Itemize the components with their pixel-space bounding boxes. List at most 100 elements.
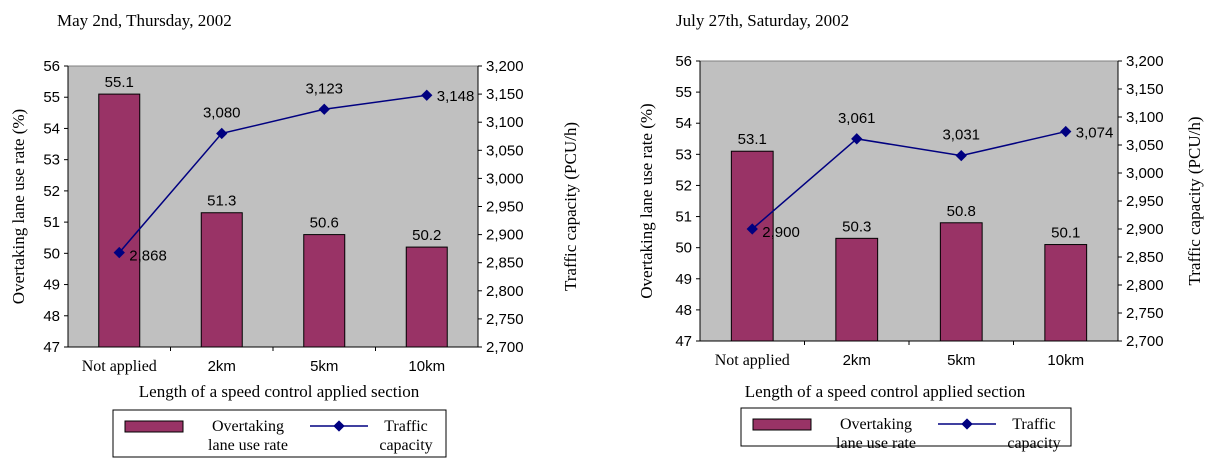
bar-data-label: 50.6 xyxy=(310,215,339,232)
y-tick-label: 53 xyxy=(43,152,60,169)
line-marker xyxy=(851,133,863,145)
x-axis-title: Length of a speed control applied sectio… xyxy=(139,382,420,401)
y2-tick-label: 2,900 xyxy=(1126,221,1164,238)
y-tick-label: 47 xyxy=(43,339,60,356)
bar xyxy=(303,234,346,348)
y2-tick-label: 2,900 xyxy=(486,227,524,244)
bar-data-label: 50.1 xyxy=(1051,225,1080,242)
legend-bar-swatch xyxy=(752,418,812,431)
y-tick-label: 49 xyxy=(675,271,692,288)
x-tick-label: Not applied xyxy=(715,352,790,369)
y2-tick-label: 3,200 xyxy=(1126,53,1164,70)
y2-tick-label: 2,800 xyxy=(1126,277,1164,294)
capacity-line xyxy=(751,130,1066,230)
x-axis-title: Length of a speed control applied sectio… xyxy=(745,382,1026,401)
legend-label: lane use rate xyxy=(208,437,288,454)
legend-box xyxy=(112,409,447,458)
y2-tick-label: 2,750 xyxy=(486,311,524,328)
bar-data-label: 55.1 xyxy=(105,74,134,91)
y-tick-label: 52 xyxy=(43,183,60,200)
y-tick-label: 52 xyxy=(675,177,692,194)
line-data-label: 3,123 xyxy=(305,80,343,97)
bar xyxy=(405,246,448,348)
y-tick-label: 54 xyxy=(43,120,60,137)
y-tick-label: 47 xyxy=(675,333,692,350)
y-tick-label: 56 xyxy=(43,58,60,75)
legend-label: capacity xyxy=(379,437,432,454)
legend-label: Overtaking xyxy=(212,418,284,435)
y-tick-label: 53 xyxy=(675,146,692,163)
chart-panel-1: May 2nd, Thursday, 2002 47 48 49 50 51 52 53 54 5… xyxy=(9,11,580,458)
bar-data-label: 50.8 xyxy=(947,203,976,220)
y2-tick-label: 2,950 xyxy=(486,199,524,216)
bar-data-label: 50.3 xyxy=(842,218,871,235)
line-data-label: 2,900 xyxy=(762,224,800,241)
x-tick-label: 5km xyxy=(947,352,975,369)
y2-tick-label: 3,150 xyxy=(486,86,524,103)
y2-tick-label: 2,700 xyxy=(486,339,524,356)
y2-tick-label: 2,950 xyxy=(1126,193,1164,210)
y2-tick-label: 3,000 xyxy=(486,170,524,187)
legend-label: capacity xyxy=(1007,435,1060,452)
line-marker xyxy=(746,223,758,235)
x-tick-label: 10km xyxy=(1047,352,1084,369)
x-tick-label: 10km xyxy=(408,358,445,375)
y-axis-title: Overtaking lane use rate (%) xyxy=(9,109,28,304)
legend: Overtaking lane use rate Traffic capacity xyxy=(740,407,1072,452)
chart-title: May 2nd, Thursday, 2002 xyxy=(57,11,232,30)
bar xyxy=(98,93,141,348)
y2-tick-label: 3,100 xyxy=(1126,109,1164,126)
y-tick-label: 56 xyxy=(675,53,692,70)
chart-panel-2: July 27th, Saturday, 2002 47 48 49 50 51 52 53 5… xyxy=(637,11,1204,452)
y2-tick-label: 3,050 xyxy=(486,142,524,159)
legend-label: lane use rate xyxy=(836,435,916,452)
x-tick-label: Not applied xyxy=(82,358,157,375)
y-tick-label: 54 xyxy=(675,115,692,132)
y2-tick-label: 3,200 xyxy=(486,58,524,75)
y2-tick-label: 3,100 xyxy=(486,114,524,131)
line-data-label: 3,061 xyxy=(838,110,876,127)
line-data-label: 3,031 xyxy=(942,127,980,144)
bar-data-label: 50.2 xyxy=(412,227,441,244)
x-tick-label: 2km xyxy=(208,358,236,375)
x-tick-label: 2km xyxy=(843,352,871,369)
line-marker xyxy=(216,127,228,140)
bar xyxy=(835,237,879,342)
y2-tick-label: 2,850 xyxy=(1126,249,1164,266)
bar-data-label: 53.1 xyxy=(738,131,767,148)
y2-axis-title: Traffic capacity (PCU/h) xyxy=(1185,116,1204,285)
x-tick-label: 5km xyxy=(310,358,338,375)
y-tick-label: 51 xyxy=(43,214,60,231)
y-tick-label: 50 xyxy=(43,245,60,262)
line-data-label: 3,148 xyxy=(437,88,475,105)
y-tick-label: 49 xyxy=(43,277,60,294)
y-tick-label: 48 xyxy=(675,302,692,319)
line-data-label: 2,868 xyxy=(129,248,167,265)
y2-tick-label: 3,150 xyxy=(1126,81,1164,98)
bar xyxy=(200,212,243,348)
line-marker xyxy=(1060,125,1072,138)
legend-line-marker xyxy=(333,420,345,432)
y-axis-title: Overtaking lane use rate (%) xyxy=(637,103,656,298)
y-tick-label: 51 xyxy=(675,209,692,226)
y2-tick-label: 2,800 xyxy=(486,283,524,300)
y-tick-label: 55 xyxy=(43,89,60,106)
chart-title: July 27th, Saturday, 2002 xyxy=(676,11,849,30)
y-tick-label: 55 xyxy=(675,84,692,101)
y2-tick-label: 2,700 xyxy=(1126,333,1164,350)
legend-label: Overtaking xyxy=(840,416,912,433)
legend-label: Traffic xyxy=(1012,416,1056,433)
bar xyxy=(1044,244,1088,342)
legend-label: Traffic xyxy=(384,418,428,435)
bar xyxy=(730,150,774,342)
legend: Overtaking lane use rate Traffic capacity xyxy=(112,409,447,458)
line-marker xyxy=(955,149,967,162)
line-data-label: 3,074 xyxy=(1076,125,1114,142)
y2-tick-label: 2,850 xyxy=(486,255,524,272)
bar-data-label: 51.3 xyxy=(207,193,236,210)
y-tick-label: 50 xyxy=(675,240,692,257)
y2-axis-title: Traffic capacity (PCU/h) xyxy=(561,122,580,291)
legend-line-marker xyxy=(961,418,973,430)
capacity-line xyxy=(118,94,427,254)
legend-bar-swatch xyxy=(124,420,184,433)
